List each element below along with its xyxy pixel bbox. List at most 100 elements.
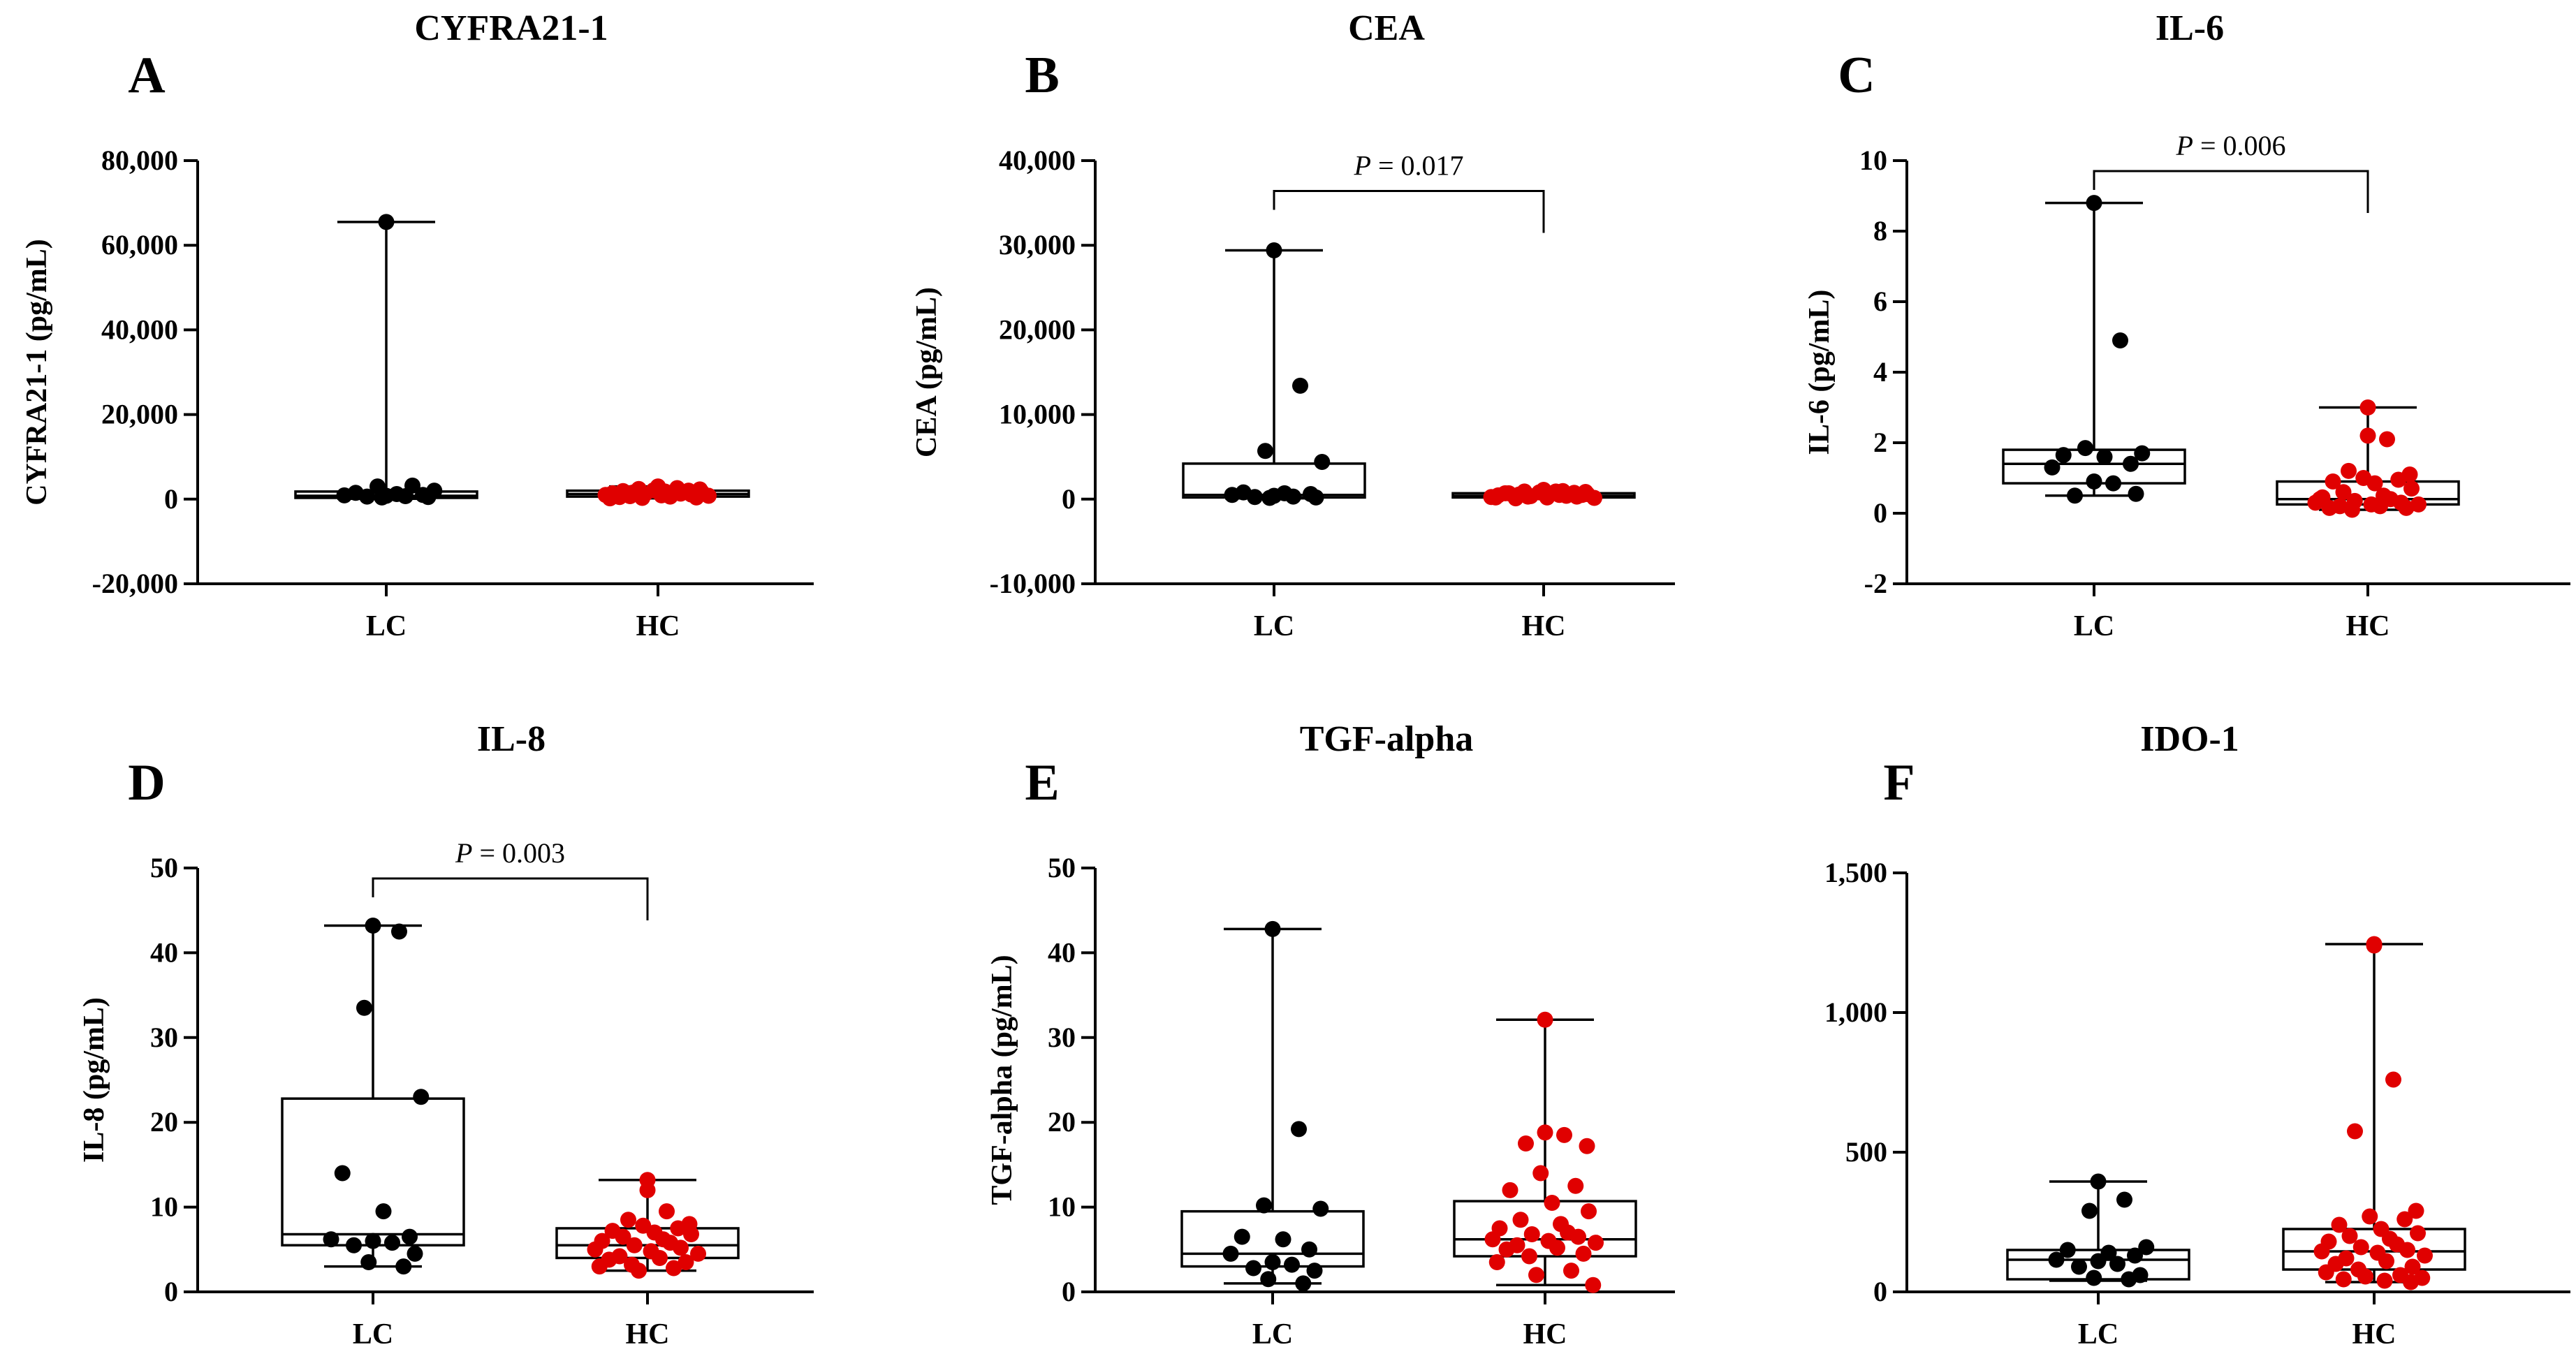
data-point [620,1212,636,1228]
data-point [2352,1239,2369,1256]
data-point [1570,1228,1586,1245]
data-point [1256,1197,1272,1214]
data-point [673,1239,689,1256]
data-point [1261,490,1278,506]
data-point [397,488,414,505]
data-point [2399,1242,2415,1258]
x-tick-label: LC [1252,1318,1293,1351]
box-iqr [281,1097,465,1246]
data-point [2396,1211,2413,1228]
data-point [2335,484,2352,501]
data-point [652,1249,668,1266]
y-tick-label: 10 [1048,1191,1076,1223]
y-tick-label: -20,000 [92,568,178,599]
data-point [662,488,678,505]
data-point [1502,1182,1518,1198]
data-point [413,1089,430,1105]
data-point [2112,332,2128,349]
data-point [1512,1212,1529,1228]
data-point [1484,1231,1501,1248]
data-point [1247,489,1263,506]
y-axis-label: IL-8 (pg/mL) [78,997,110,1163]
y-tick-label: 40,000 [101,314,178,345]
data-point [2347,1123,2363,1140]
data-point [1291,1121,1307,1138]
data-point [2357,1268,2373,1285]
data-point [634,490,650,506]
panel-letter: F [1883,754,1915,811]
data-point [1266,242,1282,258]
y-tick-label: 60,000 [101,229,178,260]
significance-bracket [2093,170,2369,213]
y-tick-label: 1,000 [1824,996,1887,1028]
data-point [334,1165,351,1182]
data-point [2359,399,2376,415]
data-point [587,1241,603,1258]
data-point [2341,462,2357,479]
data-point [2109,1256,2125,1272]
y-tick-label: 0 [1873,1276,1887,1307]
data-point [659,1203,675,1220]
data-point [2362,1208,2378,1225]
data-point [1308,489,1324,506]
data-point [1292,377,1308,394]
data-point [346,1237,362,1253]
data-point [2379,431,2395,448]
data-point [2325,473,2341,490]
data-point [336,487,353,503]
data-point [2417,1247,2433,1264]
data-point [2366,475,2383,492]
data-point [2086,1270,2102,1286]
data-point [2378,1253,2394,1270]
data-point [2359,427,2376,444]
significance-bracket [1273,189,1545,233]
y-tick-label: -10,000 [990,568,1076,599]
data-point [1245,1260,1261,1277]
data-point [2055,447,2072,464]
y-tick-label: 80,000 [101,145,178,176]
y-tick-label: -2 [1864,568,1887,599]
y-axis-label: CYFRA21-1 (pg/mL) [21,239,53,505]
data-point [2086,473,2102,490]
x-tick-label: LC [366,610,407,642]
y-tick-label: 40 [1048,936,1076,968]
data-point [407,1245,423,1262]
data-point [2077,440,2093,457]
y-tick-label: 50 [150,852,178,883]
data-point [1488,1254,1505,1271]
y-tick-label: 30 [150,1022,178,1053]
data-point [1518,1135,1534,1152]
data-point [1549,1239,1565,1256]
y-tick-label: 50 [1048,852,1076,883]
x-tick-label: HC [626,1318,670,1351]
significance-bracket [372,877,649,920]
panel-title: IL-6 [2156,8,2224,48]
data-point [360,1254,377,1271]
data-point [1284,1256,1300,1273]
panel-title: TGF-alpha [1300,719,1474,759]
data-point [402,1228,418,1245]
panel-f: F IDO-1 0 500 1,000 1,500 LC HC [1824,719,2570,1351]
y-tick-label: 8 [1873,215,1887,247]
data-point [701,487,717,504]
panel-c: C IL-6 -2 0 2 4 6 8 10 IL-6 (pg/mL) LC HC P = 0.006 [1803,8,2570,642]
data-point [2404,1258,2421,1275]
data-point [1544,1195,1560,1212]
panel-title: CYFRA21-1 [414,8,608,48]
panel-letter: C [1838,47,1875,104]
data-point [1521,1248,1537,1265]
data-point [639,1182,656,1198]
data-point [1275,1231,1291,1248]
x-tick-label: HC [2346,610,2390,642]
data-point [2376,1272,2393,1289]
panel-title: CEA [1348,8,1425,48]
x-tick-label: LC [2078,1318,2118,1351]
data-point [631,1263,647,1279]
data-point [2116,1191,2132,1208]
y-tick-label: 10,000 [999,399,1076,430]
data-point [626,1237,643,1253]
y-tick-label: 20,000 [999,314,1076,345]
panel-b: B CEA -10,000 0 10,000 20,000 30,000 40,000 CEA … [911,8,1675,642]
data-point [2366,937,2383,954]
data-point [1523,1226,1540,1242]
